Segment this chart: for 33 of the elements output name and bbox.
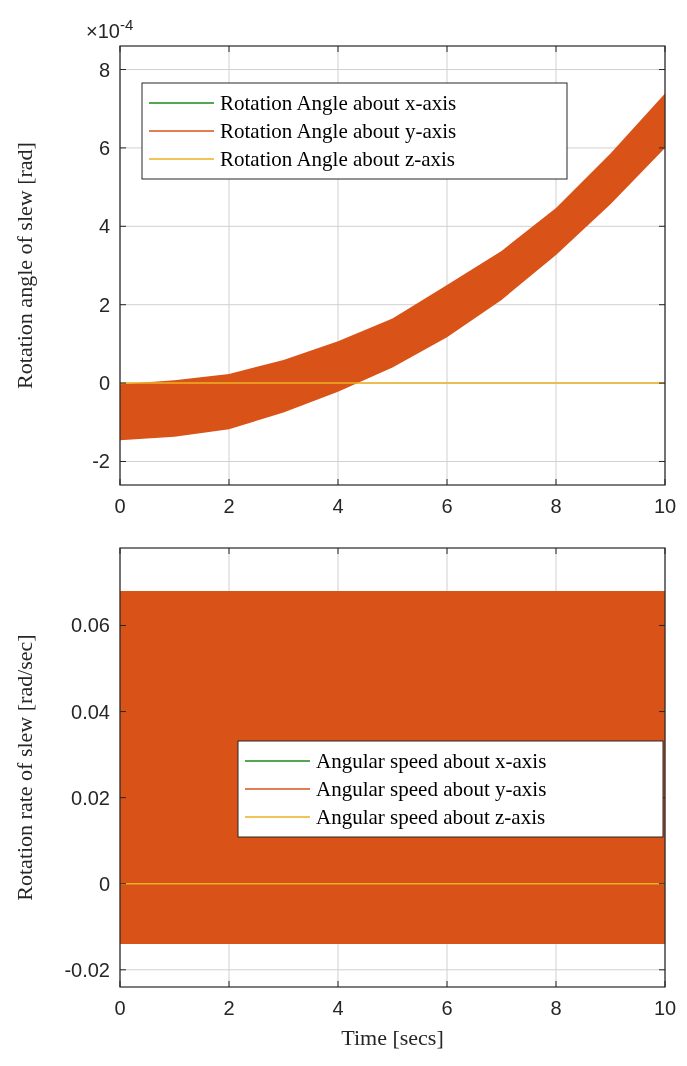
x-tick-label: 4 [332,997,344,1019]
legend-label: Angular speed about y-axis [316,777,547,802]
x-tick-label: 8 [550,997,562,1019]
x-tick-label: 8 [550,495,562,517]
x-tick-label: 0 [114,997,126,1019]
y-tick-label: 8 [98,58,110,81]
y-tick-label: 6 [98,136,110,159]
x-tick-label: 4 [332,495,344,517]
legend-label: Angular speed about x-axis [316,749,547,774]
x-tick-label: 2 [223,495,235,517]
y-tick-label: -0.02 [64,958,110,981]
x-tick-label: 2 [223,997,235,1019]
y-tick-label: -2 [92,450,110,473]
legend-label: Rotation Angle about x-axis [220,91,457,116]
legend-label: Rotation Angle about y-axis [220,119,457,144]
y-tick-label: 0.06 [71,614,110,637]
x-tick-label: 0 [114,495,126,517]
x-tick-label: 10 [653,495,677,517]
x-axis-title: Time [secs] [341,1025,444,1050]
legend-label: Rotation Angle about z-axis [220,147,456,172]
y-tick-label: 4 [98,215,110,238]
x-tick-label: 6 [441,997,453,1019]
y-tick-label: 0.02 [71,786,110,809]
text: ×10$^{-4}$ [86,15,134,42]
y-tick-label: 0 [98,872,110,895]
legend-label: Angular speed about z-axis [316,805,546,830]
y-tick-label: 0 [98,372,110,395]
y-axis-title: Rotation angle of slew [rad] [12,142,37,389]
y-tick-label: 0.04 [71,700,110,723]
y-tick-label: 2 [98,293,110,316]
x-tick-label: 6 [441,495,453,517]
y-axis-title: Rotation rate of slew [rad/sec] [12,634,37,901]
x-tick-label: 10 [653,997,677,1019]
